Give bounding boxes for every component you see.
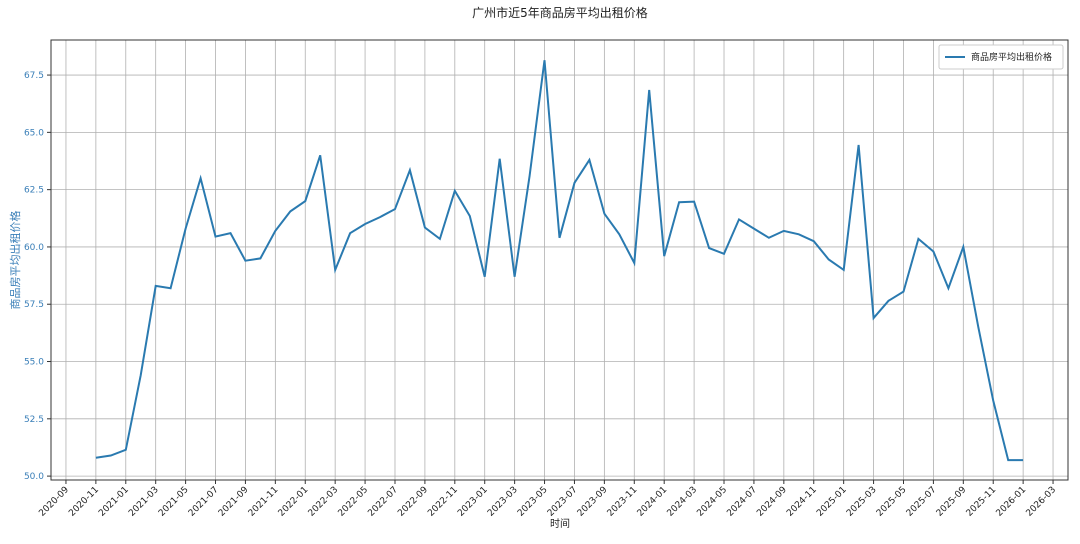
y-tick-label: 62.5 [24,186,44,196]
x-tick-label: 2025-05 [875,485,909,519]
x-tick-label: 2021-03 [127,485,161,519]
x-tick-label: 2021-07 [187,485,221,519]
x-tick-label: 2026-01 [995,485,1029,519]
x-tick-label: 2023-05 [516,485,550,519]
x-tick-label: 2021-05 [157,485,191,519]
x-tick-label: 2026-03 [1025,485,1059,519]
x-tick-label: 2025-03 [845,485,879,519]
y-tick-label: 65.0 [24,128,44,138]
y-tick-label: 67.5 [24,71,44,81]
x-tick-label: 2023-03 [486,485,520,519]
x-tick-label: 2022-03 [307,485,341,519]
x-tick-label: 2022-07 [366,485,400,519]
x-tick-label: 2025-07 [905,485,939,519]
x-tick-label: 2025-11 [965,485,999,519]
x-tick-label: 2025-09 [935,485,969,519]
x-tick-label: 2024-05 [695,485,729,519]
legend-box [938,44,1064,70]
y-tick-label: 60.0 [24,243,44,253]
x-tick-label: 2024-01 [636,485,670,519]
y-tick-label: 57.5 [24,300,44,310]
x-axis-label: 时间 [550,517,570,530]
x-tick-label: 2024-03 [666,485,700,519]
x-tick-label: 2024-07 [725,485,759,519]
y-axis-label: 商品房平均出租价格 [8,211,22,310]
x-tick-label: 2020-09 [37,485,71,519]
x-tick-label: 2023-07 [546,485,580,519]
series-line [95,60,1024,462]
x-tick-label: 2022-09 [396,485,430,519]
x-tick-label: 2022-11 [426,485,460,519]
x-tick-label: 2024-11 [785,485,819,519]
x-tick-label: 2021-01 [97,485,131,519]
y-tick-label: 52.5 [24,415,44,425]
x-tick-label: 2021-11 [247,485,281,519]
plot-frame [50,39,1069,481]
x-tick-label: 2023-09 [576,485,610,519]
y-tick-label: 50.0 [24,472,44,482]
x-tick-label: 2024-09 [755,485,789,519]
x-tick-label: 2022-05 [337,485,371,519]
x-tick-label: 2023-01 [456,485,490,519]
x-tick-label: 2023-11 [606,485,640,519]
x-tick-label: 2020-11 [67,485,101,519]
x-tick-label: 2022-01 [277,485,311,519]
chart-title: 广州市近5年商品房平均出租价格 [472,5,648,20]
y-tick-label: 55.0 [24,358,44,368]
legend-label: 商品房平均出租价格 [971,51,1052,63]
x-tick-label: 2025-01 [815,485,849,519]
x-tick-label: 2021-09 [217,485,251,519]
